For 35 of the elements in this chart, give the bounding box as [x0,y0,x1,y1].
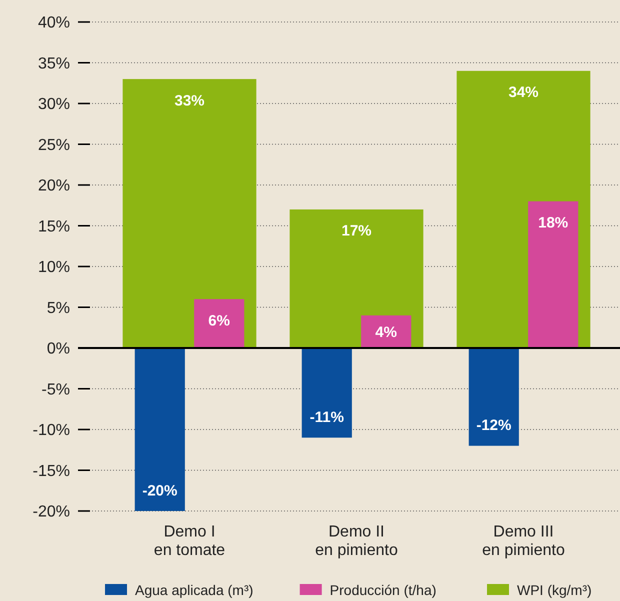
y-tick-label: -15% [32,462,70,480]
y-tick-label: 5% [46,300,70,317]
data-label: 4% [375,324,397,341]
y-tick-label: 35% [38,55,70,72]
bar [194,299,244,348]
y-tick-label: -5% [42,381,70,398]
data-label: -12% [476,417,512,434]
data-label: 34% [508,84,539,102]
bar [302,348,352,438]
y-tick-label: -10% [32,422,70,440]
data-label: 33% [174,92,205,110]
y-tick-label: 0% [46,340,70,358]
y-tick-label: 20% [38,178,70,195]
data-label: -20% [142,482,178,500]
bar [468,348,519,446]
data-label: 18% [538,214,568,232]
data-label: -11% [310,408,344,426]
y-tick-label: 10% [38,259,70,276]
data-label: 17% [341,222,372,240]
bar [290,209,424,348]
y-tick-label: 25% [38,136,70,154]
x-tick-label: Demo II en pimiento [315,524,398,559]
y-tick-label: 30% [38,96,70,114]
data-label: 6% [208,312,230,330]
y-tick-label: 15% [38,218,70,236]
legend-label: Producción (t/ha) [330,582,436,598]
legend-label: WPI (kg/m³) [517,582,592,598]
y-tick-label: 40% [38,14,70,32]
x-tick-label: Demo I en tomate [154,524,226,559]
bar [122,79,256,348]
bar [528,201,578,348]
bar [134,348,185,511]
y-tick-label: -20% [32,504,70,521]
legend-label: Agua aplicada (m³) [135,582,254,598]
x-tick-label: Demo III en pimiento [482,524,565,559]
